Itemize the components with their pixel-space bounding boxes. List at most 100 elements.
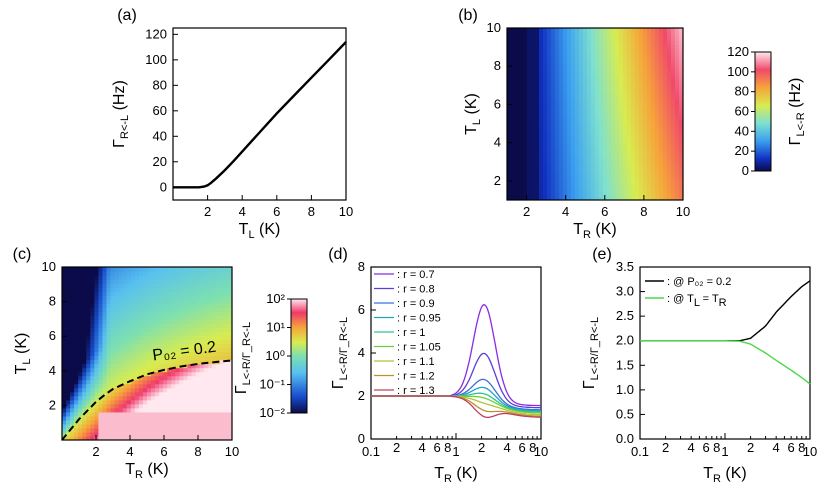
panel-b-cell (579, 180, 584, 185)
panel-b-cell (635, 192, 640, 197)
panel-b-cell (511, 28, 516, 33)
panel-b-cell (543, 32, 548, 37)
panel-c-cell (223, 335, 229, 341)
panel-b-cell (615, 96, 620, 101)
panel-c-cell (118, 271, 124, 276)
panel-c-cell (118, 407, 124, 413)
panel-c-cell (215, 339, 221, 345)
panel-c-cell (183, 347, 189, 353)
panel-c-cell (195, 371, 201, 377)
panel-b-cell (611, 68, 616, 73)
panel-b-cell (587, 176, 592, 181)
panel-c-cell (211, 291, 217, 296)
panel-b-cell (659, 132, 664, 137)
panel-b-cell (571, 44, 576, 49)
panel-b-cell (619, 184, 624, 189)
panel-c-cell (102, 315, 108, 320)
panel-b-cell (659, 76, 664, 81)
panel-b-cell (543, 168, 548, 173)
panel-b-cell (679, 132, 683, 137)
panel-c-cell (114, 435, 120, 440)
panel-c-cell (74, 359, 79, 365)
panel-c-cell (215, 275, 221, 280)
panel-c-cell (130, 351, 136, 357)
panel-b-cell (527, 192, 532, 197)
panel-c-cell (167, 395, 172, 401)
panel-b-cell (615, 120, 620, 125)
panel-b-cell (551, 36, 556, 41)
panel-c-cell (114, 347, 120, 353)
panel-b-cell (519, 108, 524, 113)
panel-b-cell (591, 128, 596, 133)
panel-b-cell (559, 28, 564, 33)
panel-b-cell (667, 120, 672, 125)
panel-b-cell (583, 172, 588, 177)
panel-b-cell (551, 196, 556, 200)
panel-b-cell (571, 64, 576, 69)
panel-c-cell (211, 431, 217, 437)
panel-b-cell (635, 28, 640, 33)
panel-b-cell (567, 40, 572, 45)
panel-c-cell (187, 331, 193, 336)
panel-c-cell (187, 323, 193, 328)
panel-c-cell (138, 343, 144, 349)
panel-b-cell (531, 108, 536, 113)
panel-c-cell (195, 383, 201, 389)
panel-c-cell (130, 339, 136, 345)
panel-c-xtick-label: 10 (225, 444, 239, 459)
panel-c-cell (70, 363, 75, 369)
panel-b-cell (527, 120, 532, 125)
panel-e-legend-label: : @ TL = TR (667, 293, 727, 309)
panel-b-cell (515, 48, 520, 53)
panel-b-cell (639, 96, 644, 101)
panel-b-cell (507, 68, 512, 73)
panel-b-cell (551, 108, 556, 113)
panel-b-cell (607, 48, 612, 53)
panel-b-cell (519, 160, 524, 165)
panel-c-cell (191, 387, 197, 393)
panel-b-cell (527, 72, 532, 77)
panel-e-ytick-label: 0.5 (616, 406, 634, 421)
panel-c-cell (211, 283, 217, 288)
panel-b-cell (535, 160, 540, 165)
panel-b-cell (515, 160, 520, 165)
panel-b-cell (671, 84, 676, 89)
panel-b-cell (543, 120, 548, 125)
panel-b-cell (595, 80, 600, 85)
panel-b-cell (591, 64, 596, 69)
panel-b-cell (559, 132, 564, 137)
panel-c-cell (179, 299, 185, 304)
panel-c-cell (102, 367, 108, 373)
panel-b-cell (631, 56, 636, 61)
panel-c-cell (126, 395, 132, 401)
panel-c-cell (78, 375, 83, 381)
panel-c-cell (106, 359, 112, 365)
panel-c-cell (114, 311, 120, 316)
panel-c-cell (70, 411, 75, 417)
panel-b-cell (619, 152, 624, 157)
panel-c-cell (191, 307, 197, 312)
panel-b-cell (583, 64, 588, 69)
panel-b-cell (507, 28, 512, 33)
panel-c-cell (134, 419, 140, 425)
panel-b-cell (563, 48, 568, 53)
panel-b-cell (623, 108, 628, 113)
panel-b-cell (527, 132, 532, 137)
panel-c-cell (199, 415, 205, 421)
panel-b-cell (583, 76, 588, 81)
panel-c-cell (130, 295, 136, 300)
panel-e-series-line (640, 280, 811, 342)
panel-b-cell (619, 76, 624, 81)
panel-b-cell (539, 132, 544, 137)
panel-c-cell (227, 343, 232, 349)
panel-c-cell (151, 307, 156, 312)
panel-b-cell (647, 168, 652, 173)
panel-b-cell (507, 32, 512, 37)
panel-c-cell (62, 387, 67, 393)
panel-c-cell (223, 311, 229, 316)
panel-b-cell (531, 156, 536, 161)
panel-c-cell (70, 435, 75, 440)
panel-c-cell (199, 283, 205, 288)
panel-c-cell (159, 423, 164, 429)
panel-c-cell (70, 379, 75, 385)
